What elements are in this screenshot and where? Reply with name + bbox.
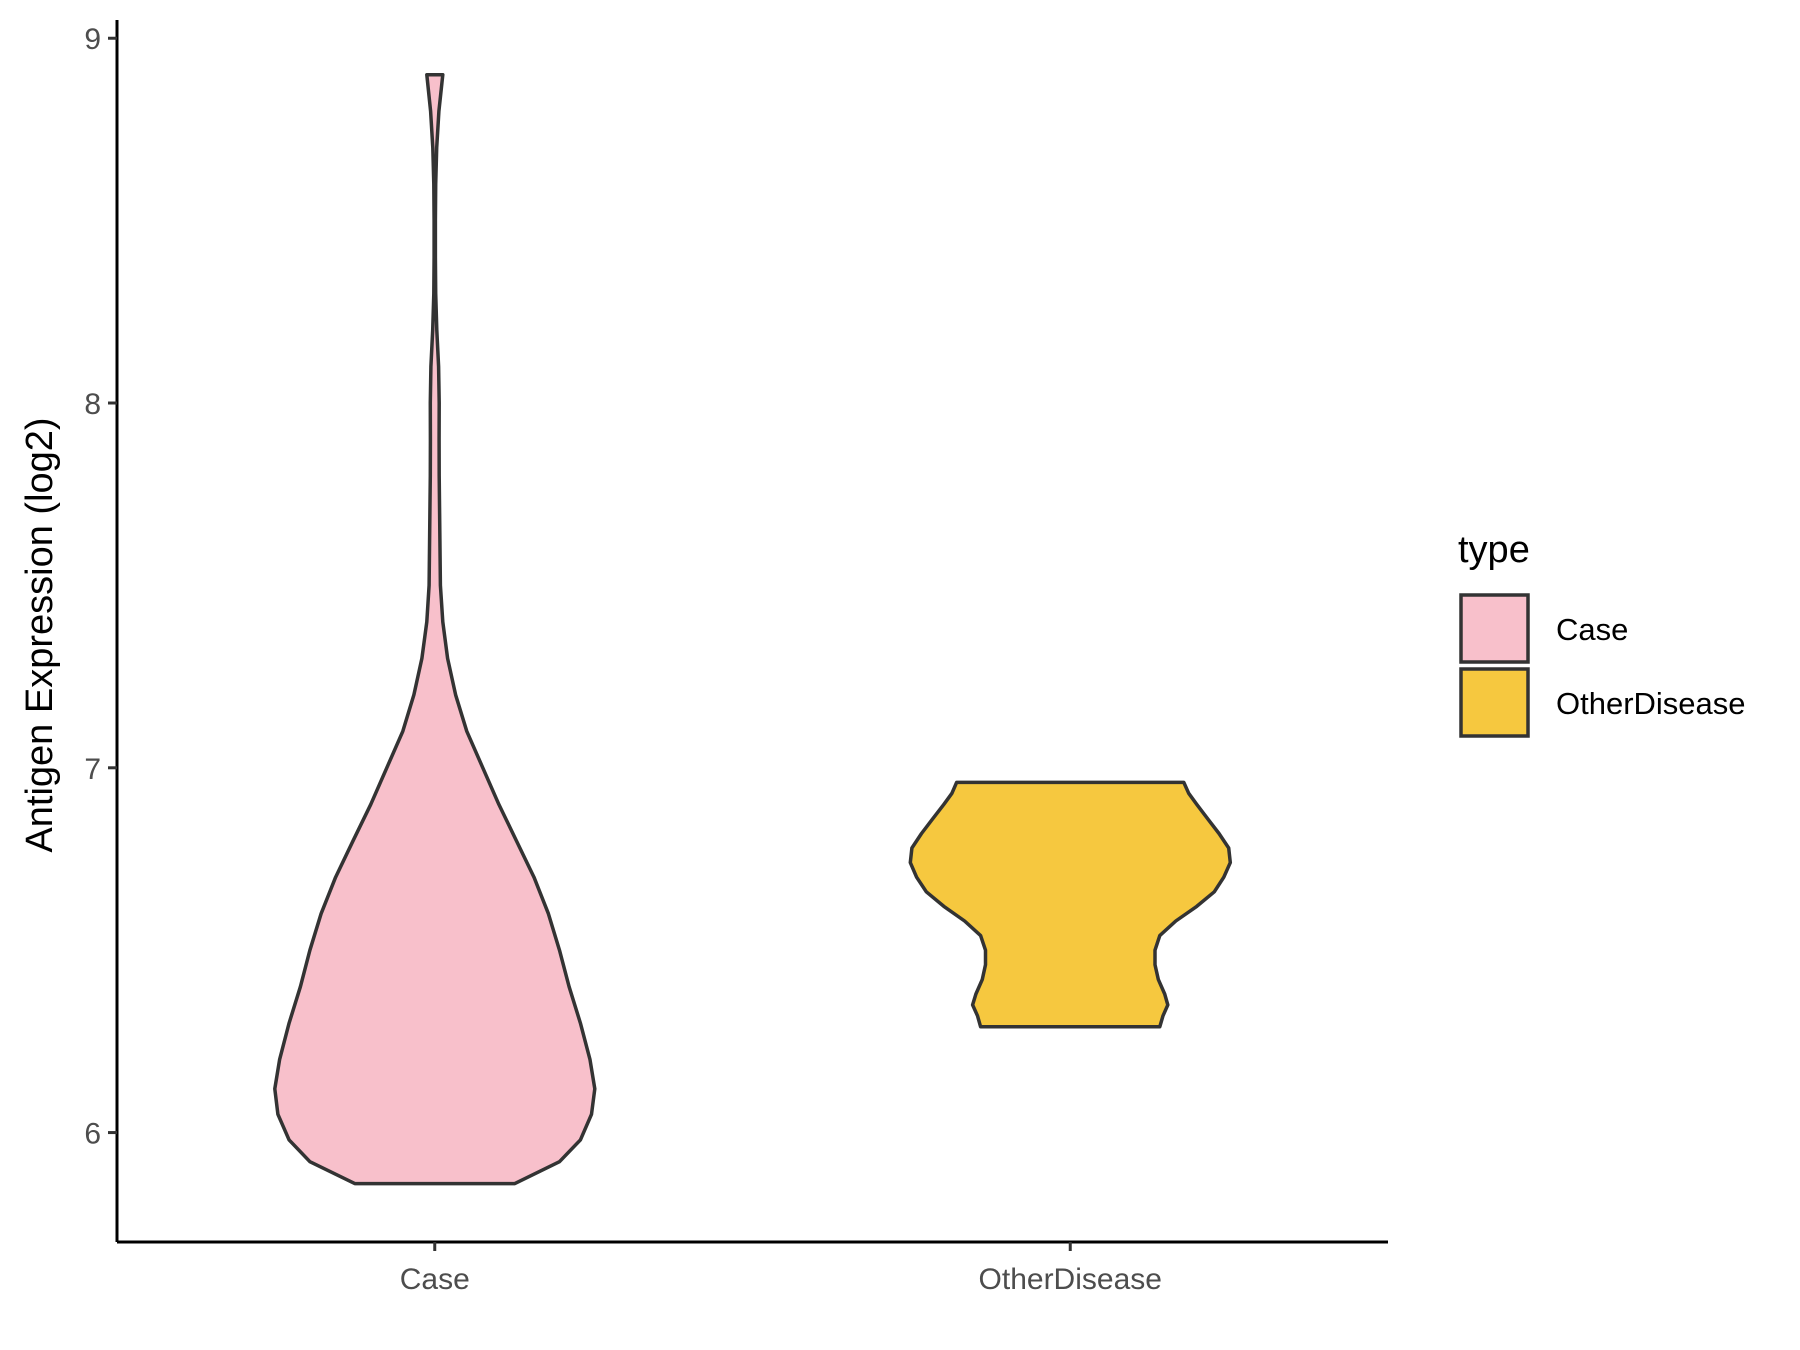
x-tick-label: Case (400, 1263, 470, 1296)
x-tick-label: OtherDisease (979, 1263, 1162, 1296)
violins-layer (273, 72, 1233, 1186)
y-axis: 6 7 8 9 (84, 20, 119, 1242)
x-axis: Case OtherDisease (117, 1240, 1388, 1296)
violin-case (273, 72, 597, 1186)
legend-title: type (1458, 529, 1530, 571)
y-tick-label: 7 (84, 753, 101, 786)
legend-label-otherdisease: OtherDisease (1556, 686, 1746, 721)
violin-otherdisease (908, 780, 1233, 1029)
legend-swatch-otherdisease (1459, 667, 1530, 738)
legend-label-case: Case (1556, 612, 1628, 647)
y-tick-label: 9 (84, 23, 101, 56)
legend: type Case OtherDisease (1458, 529, 1746, 738)
y-tick-label: 6 (84, 1118, 101, 1151)
y-axis-title: Antigen Expression (log2) (19, 417, 61, 852)
y-tick-label: 8 (84, 388, 101, 421)
legend-swatch-case (1459, 593, 1530, 664)
